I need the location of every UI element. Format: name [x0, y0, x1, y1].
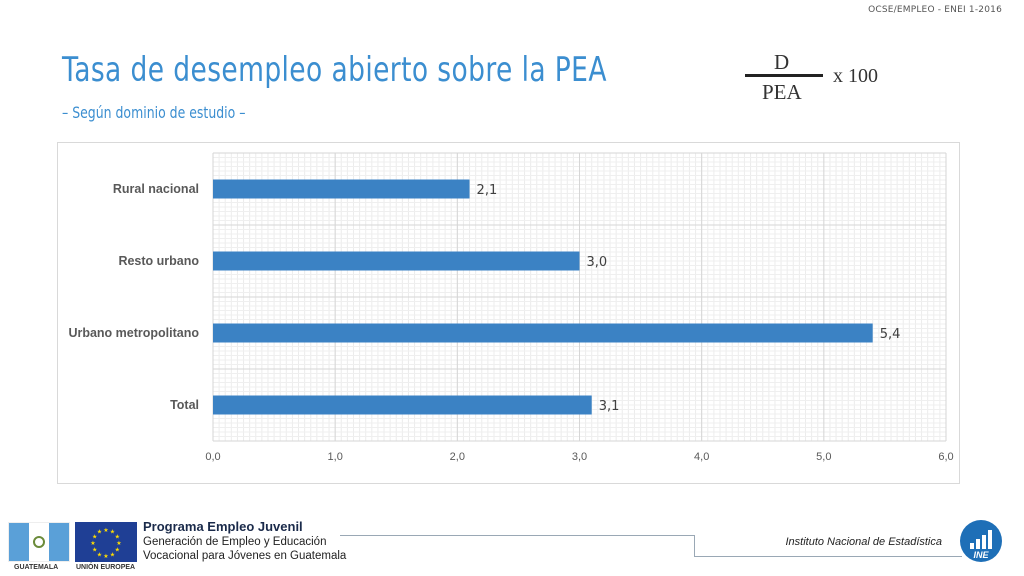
x-tick-label: 0,0	[205, 451, 220, 463]
formula-fraction-bar	[745, 74, 823, 77]
star-icon: ★	[90, 540, 95, 547]
x-tick-label: 3,0	[572, 451, 587, 463]
ine-logo-icon: INE	[960, 520, 1002, 562]
x-tick-label: 5,0	[816, 451, 831, 463]
x-tick-label: 1,0	[328, 451, 343, 463]
chart-frame: Rural nacional 2,1 Resto urbano 3,0 Urbano m…	[57, 142, 960, 484]
star-icon: ★	[116, 540, 121, 547]
eu-flag-icon: ★ ★ ★ ★ ★ ★ ★ ★ ★ ★ ★ ★	[75, 522, 137, 562]
coat-of-arms-icon	[32, 536, 45, 548]
data-label: 2,1	[477, 183, 498, 198]
category-label: Urbano metropolitano	[68, 326, 199, 340]
star-icon: ★	[97, 551, 102, 558]
footer-divider	[340, 535, 695, 536]
bar	[213, 179, 470, 199]
star-icon: ★	[110, 529, 115, 536]
category-label: Resto urbano	[118, 254, 199, 268]
data-label: 5,4	[880, 327, 901, 342]
bar	[213, 251, 580, 271]
x-tick-label: 2,0	[450, 451, 465, 463]
bar	[213, 323, 873, 343]
bar	[213, 395, 592, 415]
program-title: Programa Empleo Juvenil	[143, 519, 303, 534]
header-tag: OCSE/EMPLEO - ENEI 1-2016	[868, 5, 1002, 15]
star-icon: ★	[115, 534, 120, 541]
page-title: Tasa de desempleo abierto sobre la PEA	[62, 50, 607, 90]
star-icon: ★	[110, 551, 115, 558]
ine-logo-label: INE	[973, 550, 989, 560]
program-line-2: Vocacional para Jóvenes en Guatemala	[143, 550, 347, 562]
star-icon: ★	[97, 529, 102, 536]
footer-divider-right	[694, 556, 962, 557]
guatemala-caption: GUATEMALA	[14, 564, 59, 571]
category-label: Total	[170, 398, 199, 412]
formula-numerator: D	[774, 50, 790, 74]
star-icon: ★	[103, 527, 108, 534]
x-tick-label: 4,0	[694, 451, 709, 463]
data-label: 3,1	[599, 399, 620, 414]
star-icon: ★	[103, 553, 108, 560]
eu-caption: UNIÓN EUROPEA	[76, 564, 136, 571]
formula-multiplier: x 100	[833, 65, 878, 87]
formula-denominator: PEA	[762, 80, 802, 104]
star-icon: ★	[115, 547, 120, 554]
category-label: Rural nacional	[113, 182, 199, 196]
formula: D PEA x 100	[740, 48, 900, 108]
footer-divider-step	[694, 535, 695, 557]
star-icon: ★	[92, 534, 97, 541]
x-tick-label: 6,0	[938, 451, 953, 463]
page-subtitle: – Según dominio de estudio –	[62, 103, 246, 122]
guatemala-flag-icon	[8, 522, 70, 562]
program-line-1: Generación de Empleo y Educación	[143, 536, 327, 548]
institute-name: Instituto Nacional de Estadística	[785, 536, 942, 548]
data-label: 3,0	[587, 255, 608, 270]
star-icon: ★	[92, 547, 97, 554]
bar-chart: Rural nacional 2,1 Resto urbano 3,0 Urbano m…	[68, 152, 954, 463]
